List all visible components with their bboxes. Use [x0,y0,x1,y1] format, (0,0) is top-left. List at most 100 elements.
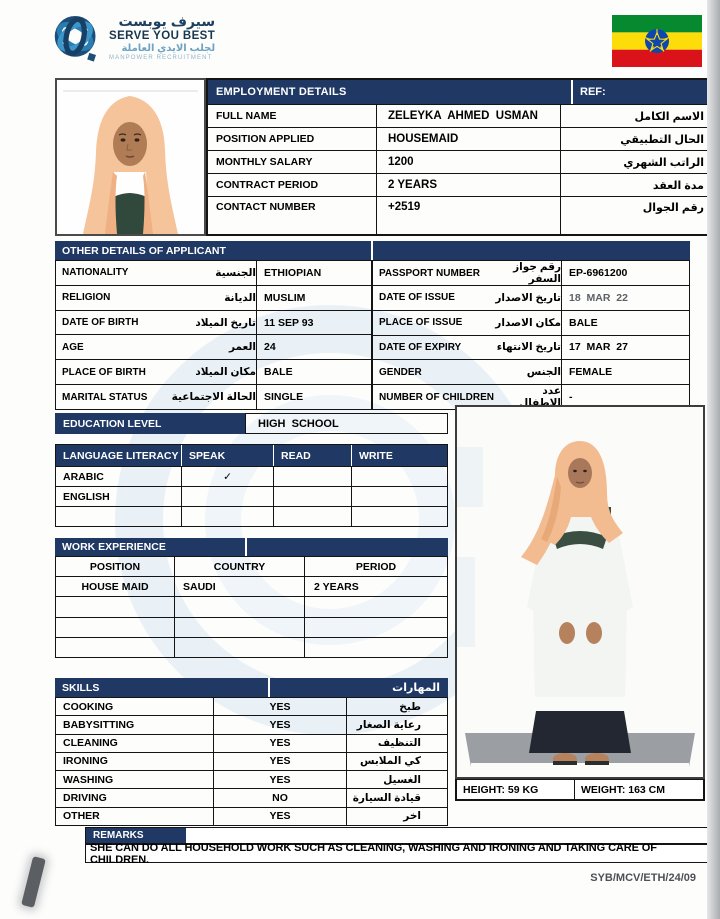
table-row: PASSPORT NUMBER رقم جواز السفر EP-6961200 [373,261,689,285]
skill-value: YES [213,698,346,716]
field-value: 2 YEARS [376,174,561,196]
table-row [56,636,447,658]
column-header: READ [273,445,351,466]
field-value: BALE [256,360,371,385]
table-row: BABYSITTING YES رعاية الصغار [56,715,447,734]
skill-label-arabic: رعاية الصغار [346,716,447,734]
field-label-arabic: الجنسية [215,266,256,279]
field-label: PASSPORT NUMBER [379,267,480,279]
height-value: HEIGHT: 59 KG [457,780,575,799]
field-label: NUMBER OF CHILDREN [379,391,494,403]
remarks-text: SHE CAN DO ALL HOUSEHOLD WORK SUCH AS CL… [85,842,716,866]
table-row: WASHING YES الغسيل [56,770,447,789]
field-label: DATE OF EXPIRY [379,341,462,353]
header-divider [268,678,270,697]
other-details-right-table: PASSPORT NUMBER رقم جواز السفر EP-6961200… [372,260,690,410]
measurements-row: HEIGHT: 59 KG WEIGHT: 163 CM [455,779,705,801]
skill-value: YES [213,771,346,789]
checkmark-cell [273,467,351,486]
field-value: 11 SEP 93 [256,310,371,335]
logo-english-subtitle: MANPOWER RECRUITMENT [109,54,213,61]
checkmark-cell [181,507,273,526]
country-cell [174,637,304,658]
checkmark-cell [351,467,447,486]
table-row: GENDER الجنس FEMALE [373,359,689,384]
skill-label: IRONING [63,755,108,768]
checkmark-cell [351,487,447,506]
language-name: ENGLISH [63,490,110,503]
period-cell [304,637,447,658]
table-row: DRIVING NO قيادة السيارة [56,788,447,807]
country-cell [174,617,304,637]
education-level-value: HIGH SCHOOL [245,413,448,434]
field-label: DATE OF ISSUE [379,292,455,304]
skills-header: SKILLS المهارات [55,678,448,697]
table-row: NATIONALITY الجنسية ETHIOPIAN [56,261,371,285]
table-row: RELIGION الديانة MUSLIM [56,284,371,310]
field-label: NATIONALITY [62,267,129,279]
field-label: GENDER [379,366,422,378]
full-body-photo [455,405,705,779]
table-row: ARABIC ✓ [56,466,447,486]
field-value: BALE [561,310,689,335]
field-value: SINGLE [256,385,371,409]
field-label: PLACE OF ISSUE [379,317,463,329]
weight-value: WEIGHT: 163 CM [581,783,666,796]
table-row [56,596,447,617]
checkmark-cell: ✓ [181,467,273,486]
field-label-arabic: الحالة الاجتماعية [171,391,256,404]
skill-label-arabic: قيادة السيارة [346,789,447,807]
position-cell: HOUSE MAID [81,580,149,593]
table-row: CONTRACT PERIOD 2 YEARS مدة العقد [208,173,714,196]
column-header: WRITE [351,445,447,466]
table-row: IRONING YES كي الملابس [56,751,447,771]
other-details-header: OTHER DETAILS OF APPLICANT [55,241,690,260]
field-label: MARITAL STATUS [62,391,148,403]
table-row: MONTHLY SALARY 1200 الراتب الشهري [208,150,714,173]
period-cell: 2 YEARS [304,577,447,597]
header-divider [371,241,373,260]
skill-value: YES [213,752,346,771]
field-label-arabic: الاسم الكامل [634,110,704,123]
skill-label-arabic: الغسيل [346,771,447,789]
employment-details-header: EMPLOYMENT DETAILS REF: [208,80,714,104]
field-label-arabic: الديانة [224,291,256,304]
skill-label: WASHING [63,773,114,786]
ref-label: REF: [571,80,714,104]
position-cell [56,618,174,637]
full-body-photo-image [457,407,703,777]
field-label-arabic: تاريخ الميلاد [195,316,256,329]
education-level-label: EDUCATION LEVEL [55,413,245,434]
field-value: 17 MAR 27 [561,335,689,360]
table-row: DATE OF EXPIRY تاريخ الانتهاء 17 MAR 27 [373,334,689,360]
other-details-left-table: NATIONALITY الجنسية ETHIOPIAN RELIGION الد… [55,260,372,410]
field-label: MONTHLY SALARY [216,156,313,168]
logo-arabic-title: سيرف يوبست [118,13,216,29]
field-label-arabic: مكان الميلاد [195,366,256,379]
ethiopia-flag [612,15,702,67]
skill-label-arabic: كي الملابس [346,752,447,771]
field-label-arabic: رقم جواز السفر [513,261,561,285]
field-label: CONTRACT PERIOD [216,179,319,191]
scan-edge [707,0,720,919]
skill-label-arabic: اخر [346,807,447,825]
field-label: AGE [62,341,84,353]
checkmark-cell [273,487,351,506]
language-name: ARABIC [63,470,104,483]
field-label: CONTACT NUMBER [216,201,316,213]
field-value: EP-6961200 [561,261,689,285]
field-label: PLACE OF BIRTH [62,366,146,378]
field-label: POSITION APPLIED [216,133,315,145]
table-row: ENGLISH [56,486,447,506]
table-row: PLACE OF ISSUE مكان الاصدار BALE [373,309,689,335]
table-row: AGE العمر 24 [56,334,371,360]
table-row [56,616,447,637]
scan-smudge [21,856,46,908]
skill-value: YES [213,734,346,752]
field-value: FEMALE [561,360,689,384]
skill-value: NO [213,789,346,807]
employment-details-title: EMPLOYMENT DETAILS [216,86,347,98]
field-value: 1200 [376,151,561,173]
field-value: 24 [256,335,371,360]
